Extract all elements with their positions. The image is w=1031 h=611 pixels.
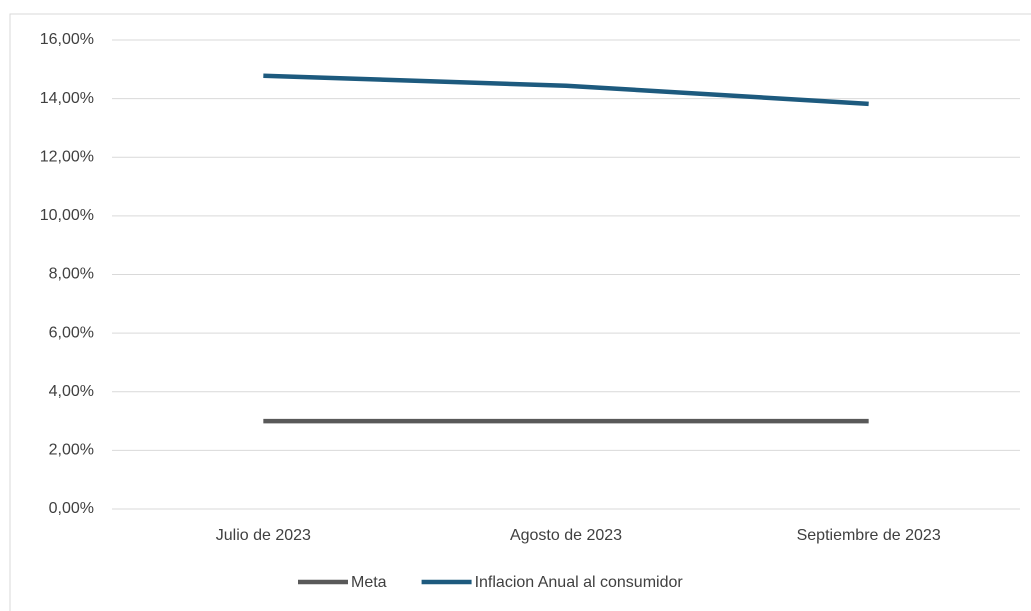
y-tick-label: 12,00% bbox=[40, 148, 94, 165]
y-tick-label: 8,00% bbox=[49, 266, 94, 283]
chart-frame bbox=[9, 13, 1031, 611]
line-series bbox=[263, 73, 869, 107]
legend-label: Inflacion Anual al consumidor bbox=[475, 574, 684, 591]
y-tick-label: 6,00% bbox=[49, 324, 94, 341]
x-tick-label: Agosto de 2023 bbox=[510, 527, 622, 544]
y-tick-label: 10,00% bbox=[40, 207, 94, 224]
y-tick-label: 4,00% bbox=[49, 383, 94, 400]
y-tick-label: 0,00% bbox=[49, 500, 94, 517]
y-tick-label: 14,00% bbox=[40, 90, 94, 107]
y-tick-label: 2,00% bbox=[49, 442, 94, 459]
x-tick-label: Julio de 2023 bbox=[216, 527, 311, 544]
x-tick-label: Septiembre de 2023 bbox=[797, 527, 941, 544]
y-tick-label: 16,00% bbox=[40, 31, 94, 48]
legend-label: Meta bbox=[351, 574, 387, 591]
